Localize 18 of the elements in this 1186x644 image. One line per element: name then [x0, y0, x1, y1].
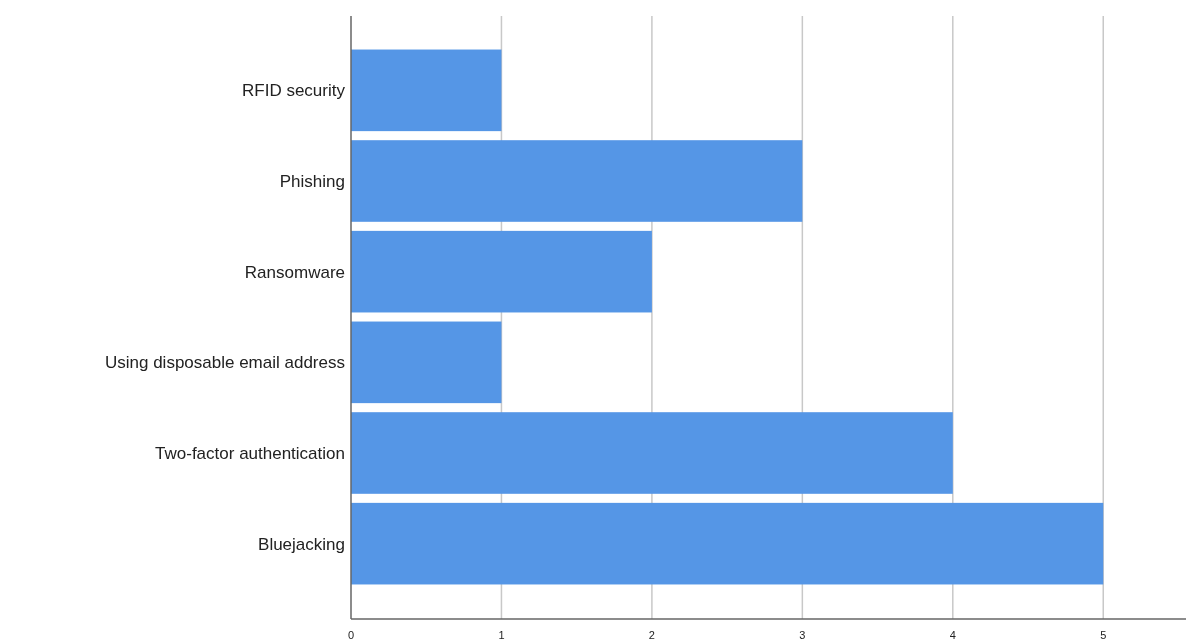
- bar: [351, 140, 803, 222]
- bar: [351, 49, 502, 132]
- bar: [351, 321, 502, 404]
- x-tick-label: 0: [347, 629, 355, 641]
- x-tick-label: 4: [949, 629, 956, 641]
- y-tick-label: RFID security: [242, 81, 346, 101]
- y-tick-label: Using disposable email address: [104, 353, 345, 373]
- y-tick-label: Bluejacking: [258, 534, 345, 554]
- bar: [351, 412, 953, 494]
- y-tick-label: Ransomware: [244, 262, 345, 282]
- x-tick-label: 5: [1100, 629, 1107, 641]
- bar: [351, 230, 652, 313]
- y-tick-label: Two-factor authentication: [155, 443, 345, 463]
- x-tick-label: 3: [799, 629, 806, 641]
- x-tick-label: 2: [648, 629, 655, 641]
- y-tick-label: Phishing: [279, 171, 345, 191]
- bar: [351, 502, 1104, 585]
- x-tick-label: 1: [498, 629, 505, 641]
